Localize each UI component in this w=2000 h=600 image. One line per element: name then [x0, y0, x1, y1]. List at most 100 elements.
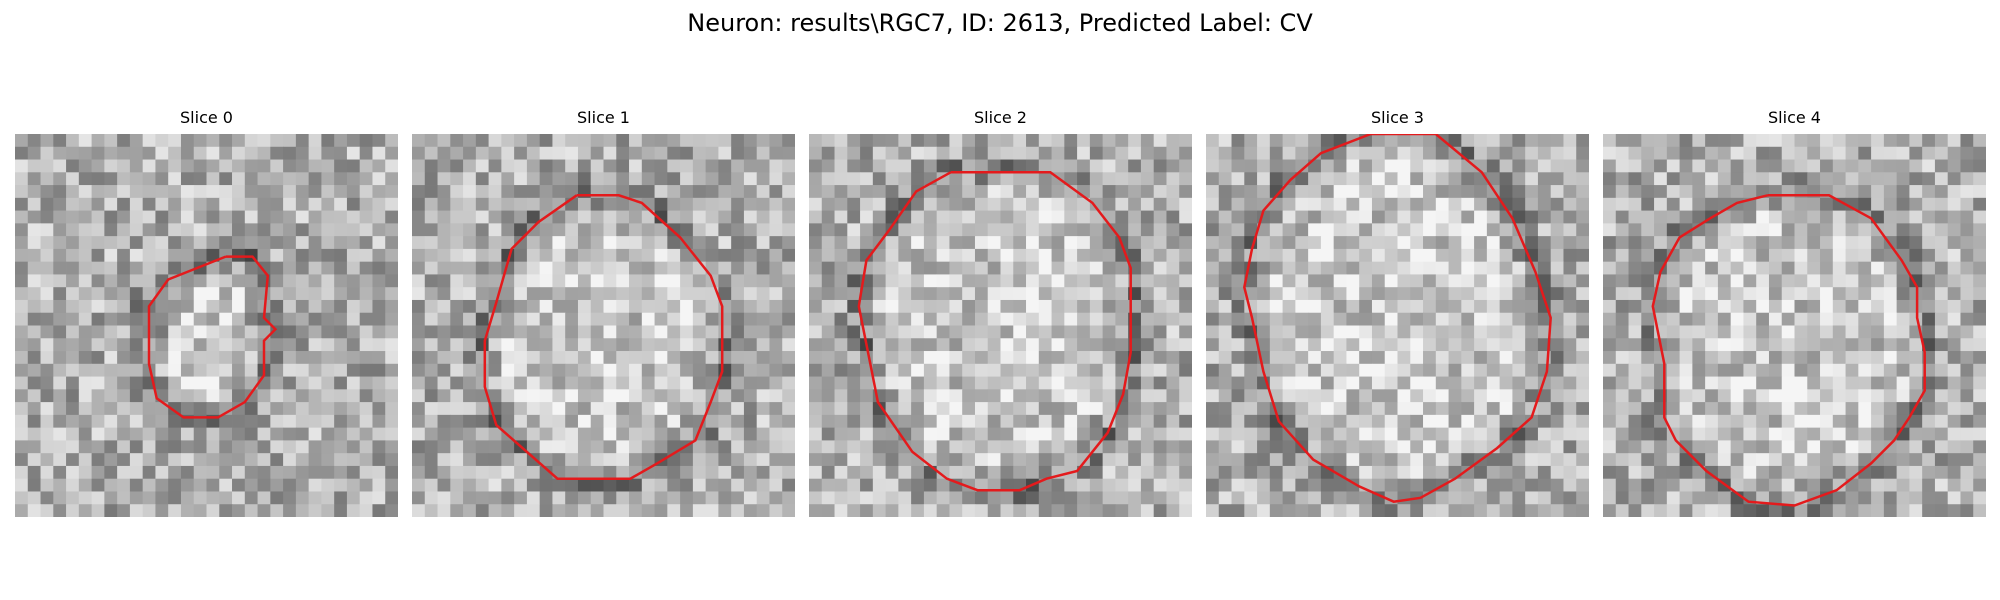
- image-pixel: [78, 478, 92, 492]
- image-pixel: [1295, 351, 1309, 365]
- image-pixel: [244, 491, 258, 505]
- image-pixel: [488, 504, 502, 517]
- image-pixel: [1550, 274, 1564, 288]
- image-pixel: [206, 402, 220, 416]
- image-pixel: [756, 261, 770, 275]
- image-pixel: [40, 185, 54, 199]
- image-pixel: [1960, 312, 1974, 326]
- image-pixel: [1206, 312, 1220, 326]
- image-pixel: [1666, 210, 1680, 224]
- image-pixel: [488, 325, 502, 339]
- neuron-contour: [857, 171, 1132, 492]
- image-pixel: [1244, 146, 1258, 160]
- image-pixel: [1397, 159, 1411, 173]
- image-pixel: [1615, 236, 1629, 250]
- image-pixel: [1308, 414, 1322, 429]
- image-pixel: [565, 389, 579, 403]
- image-pixel: [692, 491, 707, 505]
- image-pixel: [1308, 223, 1322, 237]
- image-pixel: [1333, 440, 1347, 454]
- image-pixel: [1013, 351, 1027, 365]
- image-pixel: [514, 414, 528, 429]
- image-pixel: [1231, 197, 1245, 211]
- image-pixel: [1346, 299, 1360, 314]
- image-pixel: [834, 197, 848, 211]
- image-pixel: [1896, 210, 1910, 224]
- image-pixel: [1973, 134, 1986, 148]
- image-pixel: [1384, 236, 1398, 250]
- image-pixel: [359, 185, 373, 199]
- neuron-contour: [1243, 134, 1552, 503]
- image-pixel: [372, 248, 386, 263]
- image-pixel: [372, 185, 386, 199]
- image-pixel: [1641, 312, 1655, 326]
- image-pixel: [1705, 453, 1719, 467]
- image-pixel: [974, 134, 989, 148]
- image-pixel: [885, 376, 899, 390]
- image-pixel: [1269, 325, 1283, 339]
- image-pixel: [91, 351, 105, 365]
- image-pixel: [565, 465, 579, 480]
- image-pixel: [1051, 414, 1065, 429]
- image-pixel: [847, 478, 861, 492]
- image-pixel: [1346, 376, 1360, 390]
- image-pixel: [1832, 402, 1846, 416]
- image-pixel: [860, 465, 874, 480]
- image-pixel: [1102, 440, 1116, 454]
- image-pixel: [1295, 491, 1309, 505]
- image-pixel: [1435, 159, 1449, 173]
- image-pixel: [1525, 478, 1539, 492]
- image-pixel: [1743, 146, 1757, 160]
- image-pixel: [475, 287, 489, 301]
- image-pixel: [692, 453, 707, 467]
- slice-image: [1603, 134, 1986, 517]
- image-pixel: [117, 248, 131, 263]
- image-pixel: [1756, 236, 1770, 250]
- image-pixel: [232, 236, 246, 250]
- image-pixel: [577, 159, 592, 173]
- image-pixel: [91, 325, 105, 339]
- image-pixel: [334, 491, 348, 505]
- image-pixel: [1845, 312, 1859, 326]
- image-pixel: [1359, 185, 1373, 199]
- image-pixel: [270, 172, 284, 186]
- image-pixel: [475, 248, 489, 263]
- image-pixel: [1026, 440, 1040, 454]
- image-pixel: [27, 312, 41, 326]
- image-pixel: [514, 351, 528, 365]
- image-pixel: [987, 402, 1001, 416]
- image-pixel: [1576, 453, 1589, 467]
- image-pixel: [1768, 261, 1783, 275]
- image-pixel: [1512, 274, 1526, 288]
- image-pixel: [412, 185, 426, 199]
- image-pixel: [1384, 414, 1398, 429]
- image-pixel: [308, 453, 322, 467]
- image-pixel: [1423, 478, 1437, 492]
- image-pixel: [257, 146, 271, 160]
- image-pixel: [1934, 491, 1949, 505]
- image-pixel: [1883, 223, 1898, 237]
- image-pixel: [834, 274, 848, 288]
- image-pixel: [1333, 159, 1347, 173]
- image-pixel: [1615, 351, 1629, 365]
- image-pixel: [514, 376, 528, 390]
- image-pixel: [641, 312, 655, 326]
- image-pixel: [142, 453, 156, 467]
- image-pixel: [78, 236, 92, 250]
- image-pixel: [1871, 440, 1885, 454]
- image-pixel: [1064, 376, 1078, 390]
- image-pixel: [1218, 299, 1232, 314]
- image-pixel: [539, 159, 553, 173]
- image-pixel: [412, 223, 426, 237]
- image-pixel: [1756, 325, 1770, 339]
- image-pixel: [1947, 325, 1961, 339]
- image-pixel: [590, 261, 604, 275]
- image-pixel: [412, 261, 426, 275]
- image-pixel: [526, 287, 541, 301]
- image-pixel: [782, 312, 795, 326]
- image-pixel: [475, 236, 489, 250]
- image-pixel: [283, 261, 297, 275]
- image-pixel: [577, 210, 592, 224]
- image-pixel: [718, 427, 732, 441]
- image-pixel: [552, 427, 566, 441]
